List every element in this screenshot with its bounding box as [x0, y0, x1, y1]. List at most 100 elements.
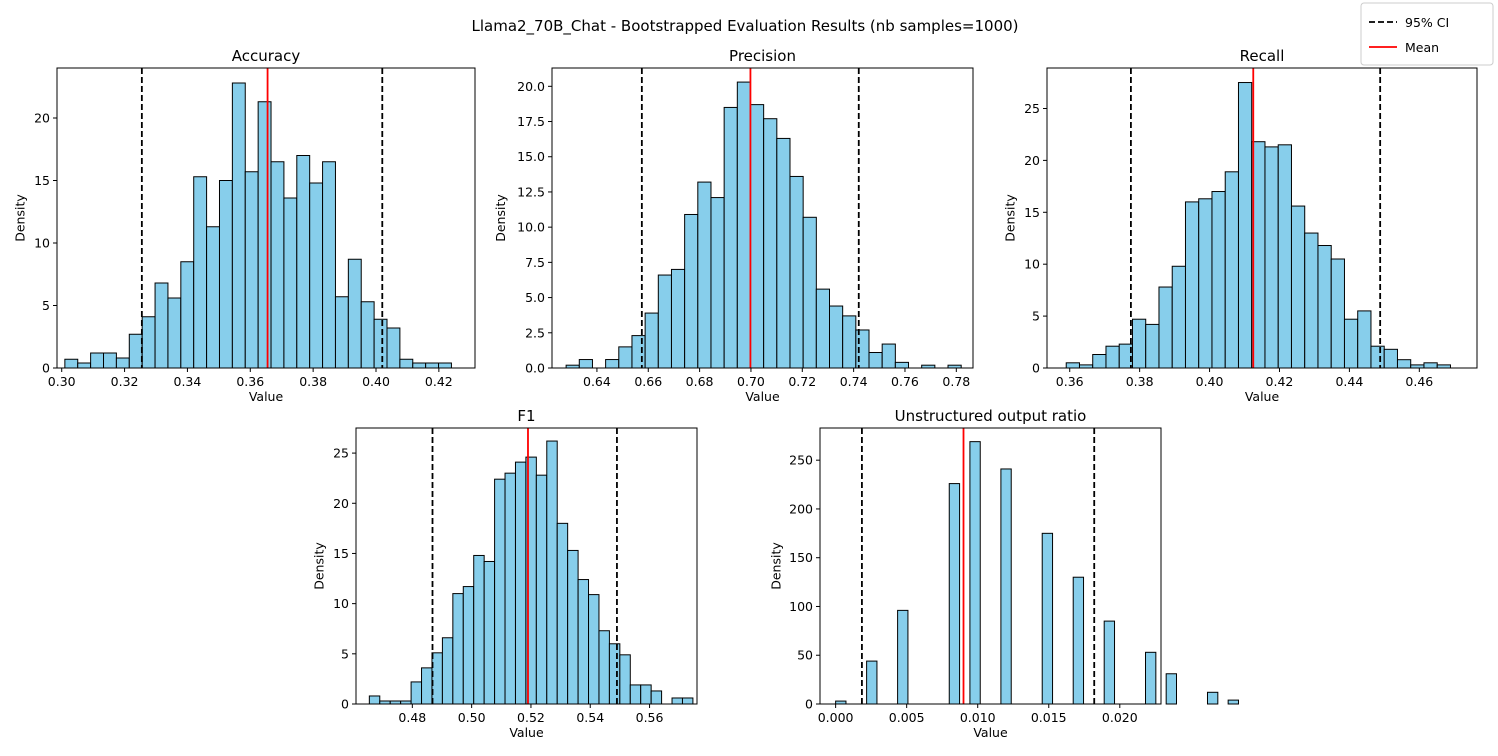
y-tick-label: 15.0	[517, 149, 545, 164]
x-tick-label: 0.70	[737, 374, 765, 389]
histogram-bar	[1343, 318, 1359, 369]
histogram-bar	[619, 654, 631, 705]
y-tick-label: 20	[1024, 153, 1040, 168]
histogram-bar	[1145, 323, 1160, 369]
histogram-bar	[270, 161, 285, 369]
x-tick-label: 0.78	[942, 374, 970, 389]
legend-ci-label: 95% CI	[1405, 15, 1449, 30]
y-tick-label: 5	[341, 646, 349, 661]
y-tick-label: 20	[34, 111, 50, 126]
histogram-bar	[650, 690, 663, 705]
x-tick-label: 0.50	[458, 710, 486, 725]
y-tick-label: 15	[1024, 205, 1040, 220]
recall-panel: 0.36 0.38 0.40 0.42 0.44 0.46 0 5 10 15 20 25 Recall…	[1003, 47, 1478, 404]
histogram-bar	[969, 441, 981, 705]
y-tick-label: 5	[1032, 309, 1040, 324]
y-axis-label: Density	[13, 194, 28, 242]
y-tick-label: 10	[34, 236, 50, 251]
histogram-bar	[598, 630, 610, 705]
histogram-bar	[763, 118, 778, 369]
y-tick-label: 100	[789, 599, 813, 614]
histogram-bar	[567, 549, 579, 705]
histogram-bar	[1103, 620, 1116, 705]
y-tick-label: 17.5	[517, 114, 545, 129]
x-tick-label: 0.76	[891, 374, 919, 389]
histogram-bar	[1423, 362, 1438, 369]
histogram-bar	[866, 660, 878, 705]
histogram-bar	[1184, 201, 1200, 369]
plot-frame	[56, 67, 476, 369]
x-axis-label: Value	[745, 389, 780, 404]
x-tick-label: 0.56	[636, 710, 664, 725]
chart-title: Precision	[729, 47, 796, 65]
histogram-bar	[605, 359, 620, 369]
x-tick-label: 0.38	[1126, 374, 1154, 389]
y-tick-label: 150	[789, 550, 813, 565]
y-tick-label: 10	[1024, 257, 1040, 272]
x-tick-label: 0.42	[1266, 374, 1294, 389]
histogram-bar	[103, 352, 117, 369]
histogram-bar	[504, 472, 516, 705]
histogram-bar	[546, 440, 558, 705]
y-tick-label: 2.5	[525, 325, 545, 340]
histogram-bar	[789, 175, 804, 369]
histogram-bar	[644, 312, 659, 369]
histogram-bar	[671, 697, 683, 705]
histogram-bar	[218, 180, 233, 369]
histogram-bar	[473, 554, 485, 705]
histogram-bar	[1000, 468, 1012, 705]
histogram-bar	[802, 216, 817, 369]
legend-mean-label: Mean	[1405, 40, 1439, 55]
histogram-bar	[1145, 651, 1157, 705]
x-tick-label: 0.36	[236, 374, 264, 389]
y-tick-label: 10.0	[517, 220, 545, 235]
histogram-bar	[431, 652, 443, 705]
x-tick-label: 0.64	[583, 374, 611, 389]
histogram-bar	[577, 579, 590, 705]
histogram-bar	[842, 315, 857, 369]
histogram-bar	[640, 684, 652, 705]
x-tick-label: 0.34	[174, 374, 202, 389]
histogram-bar	[206, 226, 220, 369]
histogram-bar	[368, 695, 381, 705]
histogram-bar	[631, 335, 646, 369]
x-tick-label: 0.66	[634, 374, 662, 389]
histogram-bar	[90, 352, 105, 369]
histogram-bar	[1370, 345, 1385, 369]
histogram-bar	[441, 637, 454, 705]
histogram-bar	[608, 643, 621, 705]
histogram-bar	[670, 268, 686, 369]
histogram-bar	[578, 359, 593, 369]
histogram-bar	[322, 161, 336, 369]
x-tick-label: 0.010	[960, 710, 996, 725]
y-axis-label: Density	[768, 542, 783, 590]
histogram-bar	[1065, 362, 1080, 369]
histogram-bar	[657, 274, 672, 369]
x-tick-label: 0.48	[398, 710, 426, 725]
x-tick-label: 0.42	[425, 374, 453, 389]
y-tick-label: 25	[1024, 101, 1040, 116]
histogram-bar	[494, 478, 506, 705]
histogram-bar	[347, 258, 362, 369]
y-tick-label: 20	[333, 496, 349, 511]
histogram-bar	[309, 182, 324, 369]
histogram-bar	[180, 261, 195, 369]
histogram-bar	[1277, 144, 1292, 369]
histogram-bar	[1330, 258, 1345, 369]
y-axis-label: Density	[312, 542, 327, 590]
y-tick-label: 15	[333, 546, 349, 561]
chart-title: Accuracy	[232, 47, 301, 65]
plot-frame	[355, 427, 698, 705]
x-tick-label: 0.72	[788, 374, 816, 389]
histogram-bar	[710, 197, 725, 369]
histogram-bar	[231, 82, 246, 369]
histogram-bar	[421, 667, 433, 705]
histogram-bar	[412, 362, 427, 369]
x-tick-label: 0.005	[889, 710, 925, 725]
y-tick-label: 25	[333, 446, 349, 461]
x-tick-label: 0.44	[1335, 374, 1363, 389]
chart-title: Unstructured output ratio	[895, 407, 1087, 425]
plot-frame	[819, 427, 1162, 705]
histogram-bar	[697, 181, 712, 369]
